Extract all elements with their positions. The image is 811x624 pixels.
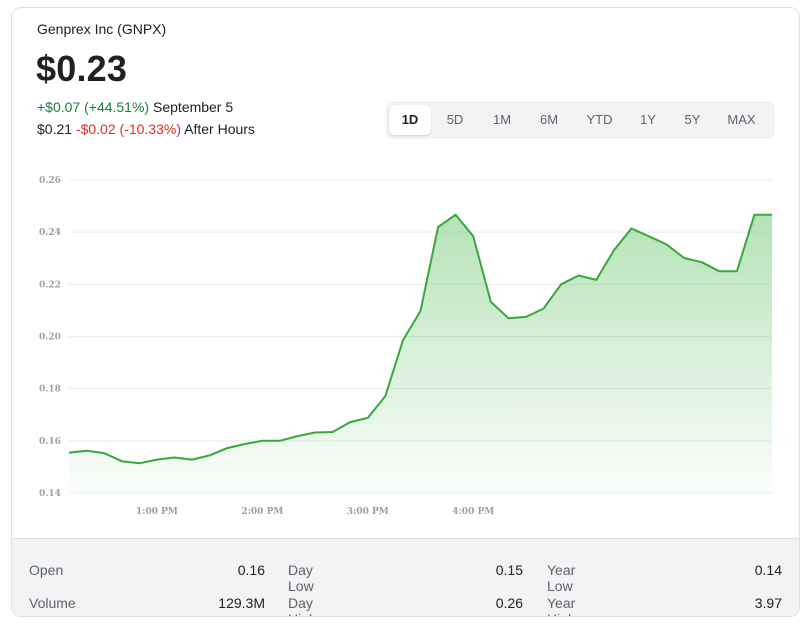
y-tick-label: 0.20	[39, 333, 61, 343]
price-point	[559, 282, 563, 286]
range-tab-1m[interactable]: 1M	[492, 112, 512, 127]
range-tab-5y[interactable]: 5Y	[684, 112, 701, 127]
price-point	[260, 439, 264, 443]
price-point	[489, 300, 493, 304]
daily-change: +$0.07 (+44.51%)	[37, 99, 150, 115]
range-tab-ytd[interactable]: YTD	[586, 112, 613, 127]
price-point	[770, 213, 774, 217]
price-point	[577, 273, 581, 277]
stat-label: Year Low	[547, 562, 576, 594]
price-point	[454, 213, 458, 217]
price-area-fill	[69, 214, 772, 493]
price-point	[120, 459, 124, 463]
price-point	[243, 442, 247, 446]
price-point	[752, 213, 756, 217]
stat-value: 0.26	[495, 595, 523, 611]
after-hours-label: After Hours	[184, 121, 255, 137]
price-point	[155, 458, 159, 462]
price-point	[506, 316, 510, 320]
price-line	[68, 213, 772, 465]
price-point	[102, 451, 106, 455]
y-tick-label: 0.14	[39, 489, 61, 499]
price-point	[735, 269, 739, 273]
price-point	[612, 248, 616, 252]
price-point	[85, 449, 89, 453]
price-point	[700, 260, 704, 264]
stock-quote-card: Genprex Inc (GNPX) $0.23 +$0.07 (+44.51%…	[11, 7, 800, 617]
y-tick-label: 0.18	[39, 385, 61, 395]
y-tick-label: 0.22	[39, 280, 61, 290]
price-point	[542, 307, 546, 311]
x-tick-label: 4:00 PM	[452, 507, 494, 517]
price-point	[682, 256, 686, 260]
price-point	[629, 227, 633, 231]
after-hours-change: -$0.02 (-10.33%)	[75, 121, 181, 137]
price-point	[67, 451, 71, 455]
stat-value: 0.15	[495, 562, 523, 578]
price-point	[172, 456, 176, 460]
price-point	[313, 430, 317, 434]
range-tab-max[interactable]: MAX	[727, 112, 756, 127]
quote-date: September 5	[152, 99, 234, 115]
price-point	[208, 453, 212, 457]
price-point	[278, 439, 282, 443]
range-tab-1y[interactable]: 1Y	[640, 112, 656, 127]
x-tick-label: 2:00 PM	[241, 507, 283, 517]
price-point	[436, 225, 440, 229]
stat-value: 3.97	[754, 595, 782, 611]
price-point	[401, 338, 405, 342]
price-point	[331, 430, 335, 434]
price-point	[665, 242, 669, 246]
price-point	[137, 461, 141, 465]
stat-label: Volume	[29, 595, 76, 611]
price-point	[524, 315, 528, 319]
price-point	[366, 416, 370, 420]
x-tick-label: 1:00 PM	[136, 507, 178, 517]
y-tick-label: 0.26	[39, 176, 61, 186]
stat-value: 129.3M	[218, 595, 265, 611]
stat-label: Year High	[547, 595, 576, 616]
daily-change-line: +$0.07 (+44.51%) September 5	[37, 99, 233, 115]
stat-value: 0.16	[237, 562, 265, 578]
range-tab-1d[interactable]: 1D	[389, 105, 431, 135]
price-point	[295, 434, 299, 438]
price-point	[594, 278, 598, 282]
price-point	[717, 269, 721, 273]
y-tick-label: 0.16	[39, 437, 61, 447]
stat-label: Open	[29, 562, 64, 578]
price-point	[419, 309, 423, 313]
price-point	[348, 420, 352, 424]
price-point	[383, 394, 387, 398]
time-range-selector: 1D 5D 1M 6M YTD 1Y 5Y MAX	[386, 101, 775, 139]
price-point	[225, 446, 229, 450]
x-tick-label: 3:00 PM	[347, 507, 389, 517]
range-tab-6m[interactable]: 6M	[539, 112, 559, 127]
price-point	[647, 234, 651, 238]
range-tab-5d[interactable]: 5D	[446, 112, 464, 127]
current-price: $0.23	[36, 48, 128, 89]
y-tick-label: 0.24	[39, 228, 61, 238]
stat-value: 0.14	[754, 562, 782, 578]
after-hours-price: $0.21	[37, 121, 73, 137]
key-stats-panel: Open 0.16 Volume 129.3M Day Low 0.15 Day…	[12, 538, 799, 616]
stat-label: Day Low	[288, 562, 314, 594]
price-point	[471, 234, 475, 238]
price-chart[interactable]: 0.26 0.24 0.22 0.20 0.18 0.16 0.14 1:00 PM 2:00 …	[12, 8, 799, 538]
stat-label: Day High	[288, 595, 317, 616]
price-point	[190, 458, 194, 462]
after-hours-line: $0.21 -$0.02 (-10.33%) After Hours	[37, 121, 255, 137]
company-name: Genprex Inc (GNPX)	[37, 21, 167, 37]
